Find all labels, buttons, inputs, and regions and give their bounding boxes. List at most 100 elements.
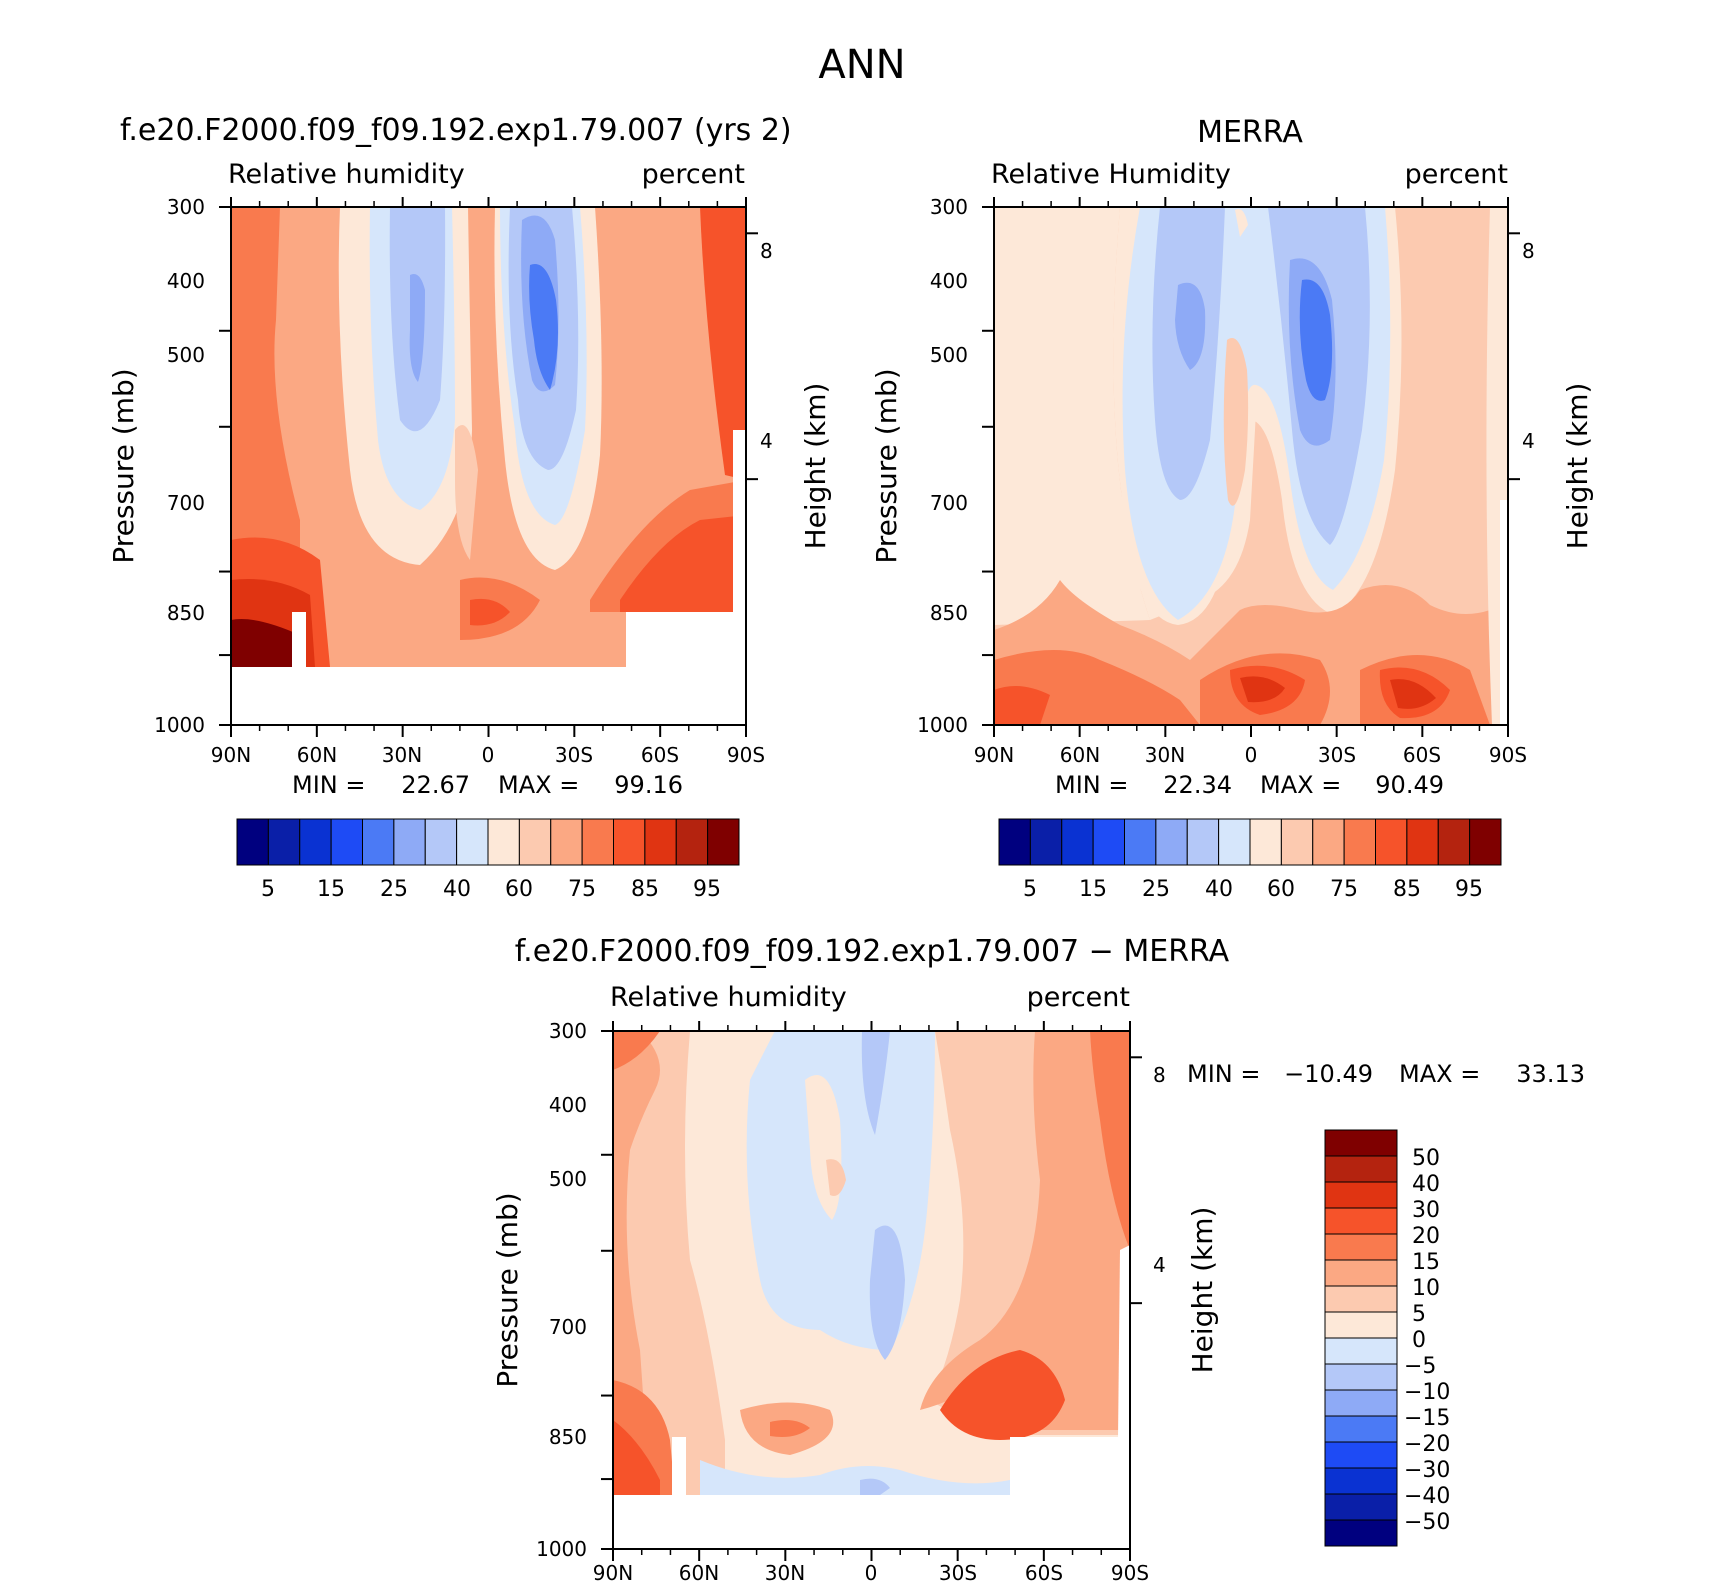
colorbar-box	[1324, 1389, 1398, 1417]
colorbar-label: 95	[1455, 877, 1483, 902]
colorbar-box	[267, 818, 301, 866]
colorbar-box	[1375, 818, 1408, 866]
colorbar-box	[581, 818, 614, 866]
min-value: 22.67	[401, 771, 470, 799]
units-label: percent	[1027, 982, 1130, 1013]
colorbar-box	[1324, 1155, 1398, 1183]
colorbar-label: 25	[1142, 877, 1170, 902]
colorbar-box	[550, 818, 583, 866]
x-tick-label: 60N	[679, 1561, 719, 1581]
panel-title: MERRA	[1197, 115, 1303, 150]
max-label: MAX =	[1260, 771, 1341, 799]
x-tick-labels: 90N 60N 30N 0 30S 60S 90S	[211, 743, 765, 767]
colorbar-box	[1029, 818, 1063, 866]
colorbar-label: 25	[380, 877, 408, 902]
y-axis-label: Pressure (mb)	[491, 1192, 524, 1387]
y-tick-label: 500	[930, 343, 968, 367]
y-tick-label: 300	[549, 1019, 587, 1043]
colorbar-box	[1324, 1233, 1398, 1261]
y-tick-label: 500	[167, 343, 205, 367]
contour-field	[231, 207, 746, 725]
colorbar-label: 50	[1412, 1146, 1440, 1171]
colorbar-box	[1280, 818, 1314, 866]
min-label: MIN =	[1055, 771, 1128, 799]
axis-ticks	[601, 1021, 1142, 1561]
colorbar-label: 60	[505, 877, 533, 902]
min-value: 22.34	[1163, 771, 1232, 799]
height-tick-label: 8	[760, 239, 773, 263]
x-tick-label: 30N	[1145, 743, 1185, 767]
colorbar-box	[487, 818, 520, 866]
height-tick-label: 4	[1153, 1253, 1166, 1277]
x-tick-label: 60S	[1403, 743, 1441, 767]
colorbar-label: 40	[1412, 1172, 1440, 1197]
max-label: MAX =	[498, 771, 579, 799]
x-tick-label: 60S	[1025, 1561, 1063, 1581]
colorbar-label: 20	[1412, 1224, 1440, 1249]
x-tick-label: 30S	[1318, 743, 1356, 767]
y-tick-label: 400	[167, 269, 205, 293]
colorbar-labels: 50 40 30 20 15 10 5 0 −5 −10 −15 −20 −30…	[1404, 1146, 1450, 1535]
x-tick-label: 30N	[382, 743, 422, 767]
y-tick-label: 500	[549, 1167, 587, 1191]
colorbar-box	[644, 818, 677, 866]
colorbar-box	[998, 818, 1031, 866]
x-tick-label: 0	[482, 743, 495, 767]
x-tick-labels: 90N 60N 30N 0 30S 60S 90S	[974, 743, 1527, 767]
y-tick-labels: 300 400 500 700 850 1000	[917, 195, 968, 737]
y-tick-label: 700	[167, 491, 205, 515]
y-tick-label: 300	[167, 195, 205, 219]
y-tick-label: 850	[930, 601, 968, 625]
colorbar-label: −5	[1404, 1354, 1436, 1379]
colorbar-label: −15	[1404, 1406, 1450, 1431]
colorbar-label: 85	[1393, 877, 1421, 902]
colorbar-box	[1061, 818, 1094, 866]
max-label: MAX =	[1399, 1060, 1480, 1088]
y-axis-label: Pressure (mb)	[107, 368, 140, 563]
colorbar-label: 15	[317, 877, 345, 902]
y-tick-label: 700	[930, 491, 968, 515]
colorbar-box	[1437, 818, 1471, 866]
x-tick-label: 90S	[727, 743, 765, 767]
min-label: MIN =	[292, 771, 365, 799]
y-axis-label: Pressure (mb)	[870, 368, 903, 563]
x-tick-label: 90N	[974, 743, 1014, 767]
colorbar-box	[1324, 1493, 1398, 1521]
colorbar-box	[1312, 818, 1345, 866]
panel-obs: MERRA Relative Humidity percent	[870, 115, 1594, 902]
colorbar-label: 10	[1412, 1276, 1440, 1301]
units-label: percent	[642, 159, 745, 190]
colorbar-box	[1406, 818, 1439, 866]
min-value: −10.49	[1284, 1060, 1373, 1088]
variable-name: Relative humidity	[610, 982, 847, 1013]
colorbar-label: 85	[631, 877, 659, 902]
colorbar-box	[456, 818, 489, 866]
colorbar-box	[236, 818, 269, 866]
colorbar-labels: 5 15 25 40 60 75 85 95	[261, 877, 721, 902]
figure-title: ANN	[818, 42, 905, 88]
x-tick-label: 30S	[555, 743, 593, 767]
height-tick-label: 8	[1522, 239, 1535, 263]
height-tick-label: 8	[1153, 1063, 1166, 1087]
colorbar-box	[707, 818, 740, 866]
colorbar-label: 5	[1023, 877, 1037, 902]
colorbar-box	[1469, 818, 1502, 866]
colorbar-box	[1124, 818, 1157, 866]
colorbar-label: 5	[1412, 1302, 1426, 1327]
colorbar	[998, 818, 1502, 866]
units-label: percent	[1405, 159, 1508, 190]
y-tick-label: 400	[930, 269, 968, 293]
colorbar-label: 40	[443, 877, 471, 902]
colorbar	[1324, 1129, 1398, 1547]
x-tick-label: 90S	[1111, 1561, 1149, 1581]
y-tick-label: 700	[549, 1315, 587, 1339]
panel-diff: f.e20.F2000.f09_f09.192.exp1.79.007 − ME…	[491, 934, 1585, 1581]
colorbar-label: −50	[1404, 1510, 1450, 1535]
colorbar-box	[1324, 1519, 1398, 1547]
colorbar-box	[1324, 1415, 1398, 1443]
colorbar-box	[675, 818, 709, 866]
y-tick-label: 400	[549, 1093, 587, 1117]
colorbar-box	[424, 818, 458, 866]
x-tick-label: 30S	[939, 1561, 977, 1581]
